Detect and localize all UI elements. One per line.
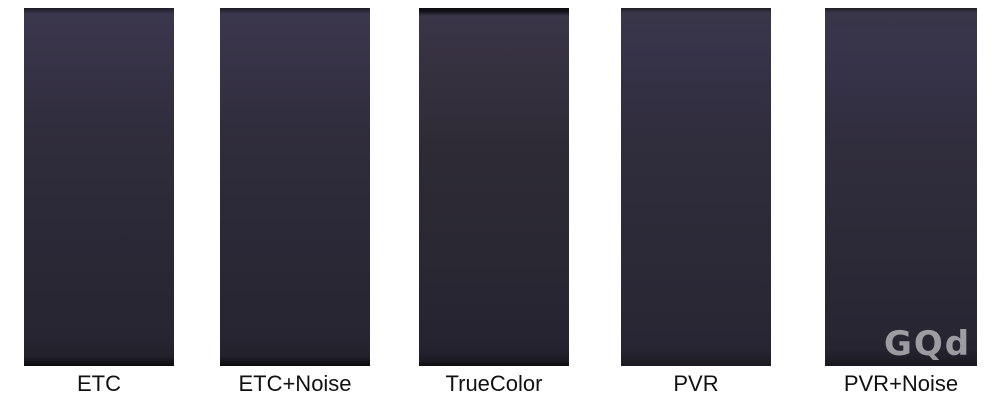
label-etc: ETC [77,371,121,396]
panel-pvr-noise [825,8,977,366]
watermark-logo: GQd [884,324,972,364]
label-etc-noise: ETC+Noise [238,371,352,396]
label-pvr: PVR [673,371,719,396]
label-truecolor: TrueColor [445,371,543,396]
panel-etc [24,8,174,366]
panel-etc-noise [220,8,370,366]
label-pvr-noise: PVR+Noise [843,371,959,396]
panel-pvr [621,8,771,366]
panel-truecolor [419,8,569,366]
